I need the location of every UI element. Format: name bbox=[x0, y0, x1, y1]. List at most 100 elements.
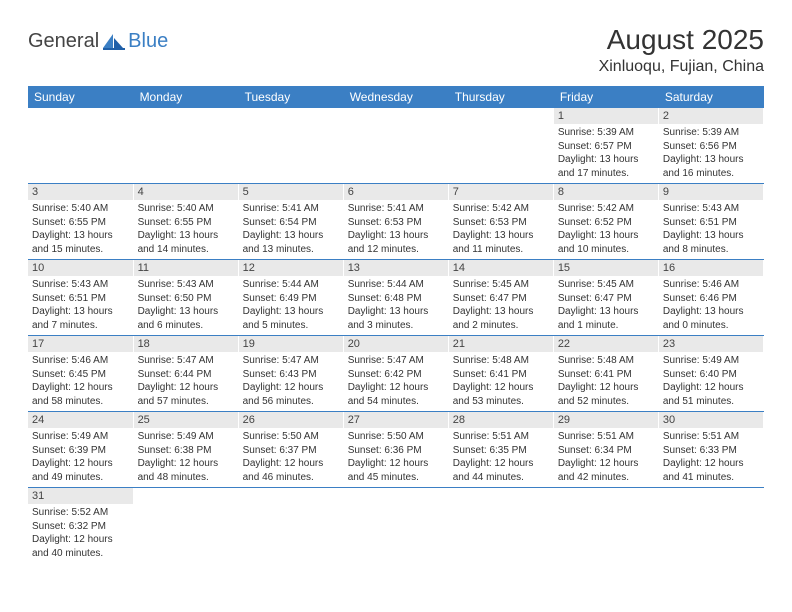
day-detail-cell bbox=[238, 504, 343, 563]
day-number-cell bbox=[343, 488, 448, 505]
title-block: August 2025 Xinluoqu, Fujian, China bbox=[599, 24, 764, 76]
day-number-cell bbox=[343, 108, 448, 124]
day-number-cell: 26 bbox=[238, 412, 343, 429]
day-number-cell: 28 bbox=[448, 412, 553, 429]
sunset-text: Sunset: 6:51 PM bbox=[32, 292, 129, 306]
sunrise-text: Sunrise: 5:42 AM bbox=[453, 202, 549, 216]
day-number-cell: 29 bbox=[553, 412, 658, 429]
daylight-text-2: and 54 minutes. bbox=[348, 395, 444, 409]
daylight-text-2: and 52 minutes. bbox=[558, 395, 654, 409]
day-detail-cell: Sunrise: 5:40 AMSunset: 6:55 PMDaylight:… bbox=[133, 200, 238, 260]
day-detail-cell: Sunrise: 5:49 AMSunset: 6:39 PMDaylight:… bbox=[28, 428, 133, 488]
day-detail-cell: Sunrise: 5:43 AMSunset: 6:50 PMDaylight:… bbox=[133, 276, 238, 336]
day-number-cell: 25 bbox=[133, 412, 238, 429]
day-detail-cell: Sunrise: 5:52 AMSunset: 6:32 PMDaylight:… bbox=[28, 504, 133, 563]
day-detail-row: Sunrise: 5:49 AMSunset: 6:39 PMDaylight:… bbox=[28, 428, 764, 488]
sunset-text: Sunset: 6:57 PM bbox=[558, 140, 654, 154]
sunrise-text: Sunrise: 5:51 AM bbox=[453, 430, 549, 444]
weekday-header: Sunday bbox=[28, 86, 133, 108]
sunset-text: Sunset: 6:42 PM bbox=[348, 368, 444, 382]
sunset-text: Sunset: 6:56 PM bbox=[663, 140, 759, 154]
day-number-cell bbox=[448, 488, 553, 505]
daylight-text-2: and 11 minutes. bbox=[453, 243, 549, 257]
day-detail-cell: Sunrise: 5:45 AMSunset: 6:47 PMDaylight:… bbox=[448, 276, 553, 336]
day-detail-cell bbox=[553, 504, 658, 563]
day-detail-cell: Sunrise: 5:47 AMSunset: 6:42 PMDaylight:… bbox=[343, 352, 448, 412]
daylight-text-2: and 3 minutes. bbox=[348, 319, 444, 333]
day-number-cell: 16 bbox=[658, 260, 763, 277]
day-detail-cell: Sunrise: 5:49 AMSunset: 6:40 PMDaylight:… bbox=[658, 352, 763, 412]
sunrise-text: Sunrise: 5:43 AM bbox=[32, 278, 129, 292]
day-number-cell: 10 bbox=[28, 260, 133, 277]
daylight-text-1: Daylight: 12 hours bbox=[453, 381, 549, 395]
daylight-text-2: and 7 minutes. bbox=[32, 319, 129, 333]
sunset-text: Sunset: 6:33 PM bbox=[663, 444, 759, 458]
day-detail-cell: Sunrise: 5:48 AMSunset: 6:41 PMDaylight:… bbox=[553, 352, 658, 412]
day-number-row: 31 bbox=[28, 488, 764, 505]
day-number-cell: 17 bbox=[28, 336, 133, 353]
location: Xinluoqu, Fujian, China bbox=[599, 58, 764, 76]
day-detail-cell bbox=[133, 124, 238, 184]
day-detail-cell: Sunrise: 5:48 AMSunset: 6:41 PMDaylight:… bbox=[448, 352, 553, 412]
sunset-text: Sunset: 6:45 PM bbox=[32, 368, 129, 382]
sunset-text: Sunset: 6:40 PM bbox=[663, 368, 759, 382]
day-number-cell: 31 bbox=[28, 488, 133, 505]
daylight-text-2: and 0 minutes. bbox=[663, 319, 759, 333]
day-number-row: 17181920212223 bbox=[28, 336, 764, 353]
day-number-cell: 20 bbox=[343, 336, 448, 353]
daylight-text-1: Daylight: 12 hours bbox=[348, 457, 444, 471]
day-detail-cell: Sunrise: 5:49 AMSunset: 6:38 PMDaylight:… bbox=[133, 428, 238, 488]
daylight-text-1: Daylight: 13 hours bbox=[558, 153, 654, 167]
daylight-text-1: Daylight: 12 hours bbox=[32, 381, 129, 395]
daylight-text-1: Daylight: 13 hours bbox=[32, 305, 129, 319]
sunrise-text: Sunrise: 5:47 AM bbox=[243, 354, 339, 368]
sunset-text: Sunset: 6:41 PM bbox=[558, 368, 654, 382]
day-detail-cell: Sunrise: 5:43 AMSunset: 6:51 PMDaylight:… bbox=[658, 200, 763, 260]
sunset-text: Sunset: 6:52 PM bbox=[558, 216, 654, 230]
daylight-text-1: Daylight: 12 hours bbox=[32, 457, 129, 471]
day-number-cell: 2 bbox=[658, 108, 763, 124]
day-detail-cell: Sunrise: 5:51 AMSunset: 6:34 PMDaylight:… bbox=[553, 428, 658, 488]
day-detail-cell bbox=[343, 504, 448, 563]
sunrise-text: Sunrise: 5:41 AM bbox=[348, 202, 444, 216]
day-number-row: 12 bbox=[28, 108, 764, 124]
sunset-text: Sunset: 6:50 PM bbox=[138, 292, 234, 306]
daylight-text-2: and 6 minutes. bbox=[138, 319, 234, 333]
daylight-text-1: Daylight: 13 hours bbox=[663, 229, 759, 243]
daylight-text-1: Daylight: 12 hours bbox=[558, 457, 654, 471]
daylight-text-1: Daylight: 12 hours bbox=[243, 457, 339, 471]
day-detail-cell: Sunrise: 5:46 AMSunset: 6:45 PMDaylight:… bbox=[28, 352, 133, 412]
sunrise-text: Sunrise: 5:44 AM bbox=[243, 278, 339, 292]
sunset-text: Sunset: 6:53 PM bbox=[348, 216, 444, 230]
weekday-header: Wednesday bbox=[343, 86, 448, 108]
day-number-cell: 3 bbox=[28, 184, 133, 201]
sunrise-text: Sunrise: 5:48 AM bbox=[558, 354, 654, 368]
sunrise-text: Sunrise: 5:51 AM bbox=[663, 430, 759, 444]
day-number-cell: 12 bbox=[238, 260, 343, 277]
sunrise-text: Sunrise: 5:49 AM bbox=[138, 430, 234, 444]
daylight-text-1: Daylight: 13 hours bbox=[663, 305, 759, 319]
sunrise-text: Sunrise: 5:50 AM bbox=[348, 430, 444, 444]
day-detail-cell: Sunrise: 5:40 AMSunset: 6:55 PMDaylight:… bbox=[28, 200, 133, 260]
day-number-cell: 19 bbox=[238, 336, 343, 353]
day-number-cell: 9 bbox=[658, 184, 763, 201]
day-number-cell: 5 bbox=[238, 184, 343, 201]
daylight-text-2: and 2 minutes. bbox=[453, 319, 549, 333]
day-number-cell bbox=[133, 108, 238, 124]
day-detail-cell: Sunrise: 5:42 AMSunset: 6:52 PMDaylight:… bbox=[553, 200, 658, 260]
sunrise-text: Sunrise: 5:46 AM bbox=[663, 278, 759, 292]
sunset-text: Sunset: 6:38 PM bbox=[138, 444, 234, 458]
daylight-text-1: Daylight: 12 hours bbox=[663, 457, 759, 471]
daylight-text-2: and 49 minutes. bbox=[32, 471, 129, 485]
day-number-row: 24252627282930 bbox=[28, 412, 764, 429]
sunrise-text: Sunrise: 5:46 AM bbox=[32, 354, 129, 368]
daylight-text-1: Daylight: 12 hours bbox=[138, 457, 234, 471]
sunset-text: Sunset: 6:39 PM bbox=[32, 444, 129, 458]
day-number-cell bbox=[133, 488, 238, 505]
sunrise-text: Sunrise: 5:45 AM bbox=[453, 278, 549, 292]
daylight-text-1: Daylight: 12 hours bbox=[663, 381, 759, 395]
daylight-text-2: and 58 minutes. bbox=[32, 395, 129, 409]
daylight-text-2: and 42 minutes. bbox=[558, 471, 654, 485]
daylight-text-1: Daylight: 13 hours bbox=[453, 229, 549, 243]
sunrise-text: Sunrise: 5:51 AM bbox=[558, 430, 654, 444]
